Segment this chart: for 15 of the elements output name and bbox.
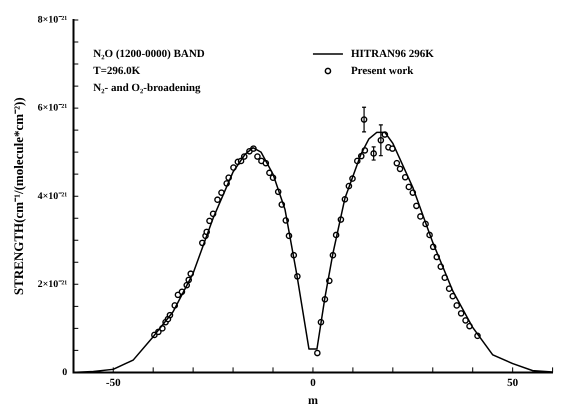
x-tick-label: 0: [310, 376, 316, 389]
y-tick-label: 2×10⁻²¹: [38, 278, 68, 290]
legend-label: HITRAN96 296K: [350, 48, 434, 60]
annotation: N₂O (1200-0000) BAND: [93, 48, 205, 60]
annotation: N₂- and O₂-broadening: [93, 82, 202, 94]
annotation: T=296.0K: [93, 64, 141, 77]
y-axis-title: STRENGTH(cm⁻¹/(molecule*cm⁻²)): [11, 97, 26, 296]
x-tick-label: -50: [106, 376, 122, 389]
y-tick-label: 4×10⁻²¹: [38, 190, 68, 202]
legend-label: Present work: [350, 64, 414, 77]
x-axis-title: m: [308, 392, 318, 407]
y-tick-label: 0: [62, 366, 68, 378]
y-tick-label: 6×10⁻²¹: [38, 102, 68, 114]
x-tick-label: 50: [507, 376, 519, 389]
y-tick-label: 8×10⁻²¹: [38, 14, 68, 26]
